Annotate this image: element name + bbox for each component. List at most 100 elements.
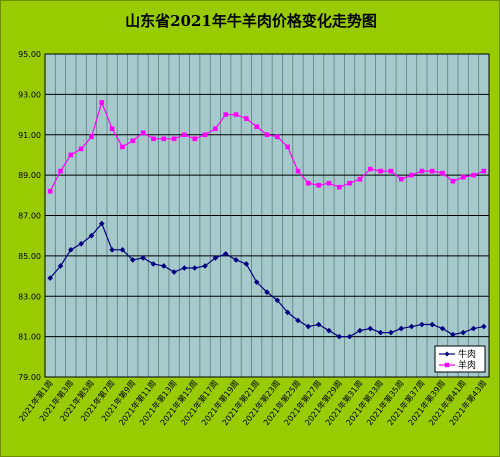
data-point — [315, 321, 322, 328]
data-point — [264, 289, 270, 296]
legend-label: 牛肉 — [458, 348, 476, 360]
data-point — [367, 325, 374, 332]
data-point — [460, 174, 466, 180]
data-point — [388, 168, 394, 174]
data-point — [88, 232, 95, 239]
data-point — [274, 297, 281, 304]
data-point — [326, 327, 332, 334]
data-point — [182, 132, 187, 138]
data-point — [129, 257, 136, 263]
data-point — [336, 333, 343, 340]
data-point — [47, 275, 53, 281]
data-point — [398, 176, 404, 182]
data-point — [47, 188, 53, 194]
data-point — [78, 146, 84, 152]
legend-label: 羊肉 — [458, 359, 476, 371]
data-point — [243, 261, 250, 267]
data-point — [419, 321, 425, 328]
data-point — [275, 134, 280, 140]
legend-marker — [444, 351, 450, 357]
legend-marker — [444, 362, 450, 368]
data-point — [377, 329, 384, 336]
data-point — [171, 269, 177, 275]
data-point — [140, 255, 146, 261]
data-point — [429, 321, 436, 328]
data-point — [89, 134, 94, 140]
data-point — [326, 180, 332, 186]
data-point — [233, 112, 239, 117]
data-point — [57, 263, 64, 269]
plot-border — [44, 53, 490, 378]
data-point — [408, 323, 415, 330]
data-point — [58, 168, 63, 174]
data-point — [450, 331, 456, 338]
data-point — [305, 323, 312, 330]
data-point — [98, 220, 105, 227]
data-point — [357, 176, 363, 182]
data-point — [150, 261, 157, 267]
data-point — [253, 279, 260, 285]
data-point — [357, 327, 363, 334]
data-point — [440, 170, 445, 176]
data-point — [223, 112, 228, 117]
data-point — [140, 130, 146, 136]
data-point — [284, 309, 291, 316]
legend-box — [434, 345, 486, 373]
data-point — [68, 152, 74, 158]
data-point — [68, 247, 74, 253]
y-tick-label: 87.00 — [18, 212, 41, 221]
data-point — [347, 180, 352, 186]
y-tick-label: 91.00 — [18, 131, 41, 140]
data-point — [213, 126, 218, 131]
data-point — [471, 172, 476, 178]
data-point — [171, 136, 177, 142]
y-tick-label: 81.00 — [18, 333, 41, 342]
data-point — [151, 136, 156, 142]
data-point — [481, 323, 487, 330]
data-point — [99, 100, 105, 105]
data-point — [233, 257, 239, 263]
data-point — [398, 325, 405, 332]
data-point — [161, 136, 167, 142]
data-point — [202, 263, 208, 269]
data-point — [120, 144, 125, 150]
data-point — [264, 132, 270, 138]
data-point — [346, 333, 353, 340]
y-tick-label: 79.00 — [18, 373, 41, 382]
data-point — [439, 325, 446, 332]
y-tick-label: 95.00 — [18, 50, 41, 59]
data-point — [336, 184, 342, 190]
data-point — [160, 263, 167, 269]
y-tick-label: 85.00 — [18, 252, 41, 261]
data-point — [192, 136, 198, 142]
data-point — [429, 168, 435, 174]
data-point — [119, 247, 126, 253]
data-point — [295, 317, 301, 324]
data-point — [222, 251, 229, 257]
data-point — [78, 240, 84, 247]
data-point — [285, 144, 290, 150]
data-point — [367, 166, 373, 172]
y-tick-label: 89.00 — [18, 171, 41, 180]
data-point — [212, 255, 219, 261]
data-point — [316, 182, 321, 188]
y-tick-label: 83.00 — [18, 292, 41, 301]
data-point — [254, 124, 259, 129]
data-point — [419, 168, 425, 174]
data-point — [378, 168, 383, 174]
data-point — [470, 325, 477, 332]
data-point — [109, 247, 115, 253]
data-point — [202, 132, 208, 138]
data-point — [306, 180, 311, 186]
data-point — [450, 178, 456, 184]
chart-title: 山东省2021年牛羊肉价格变化走势图 — [125, 12, 377, 30]
data-point — [244, 116, 249, 121]
data-point — [460, 329, 466, 336]
data-point — [481, 168, 487, 174]
data-point — [409, 172, 414, 178]
data-point — [191, 265, 198, 271]
data-point — [181, 265, 188, 271]
y-tick-label: 93.00 — [18, 90, 41, 99]
